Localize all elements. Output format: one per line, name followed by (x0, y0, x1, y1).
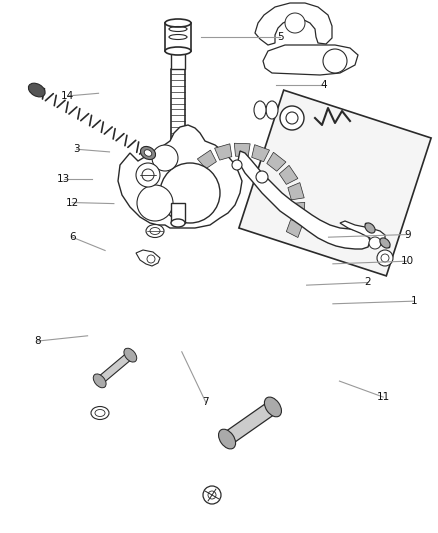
Ellipse shape (266, 101, 278, 119)
Polygon shape (286, 220, 304, 238)
Text: 6: 6 (69, 232, 76, 242)
Text: 5: 5 (277, 33, 284, 42)
Circle shape (381, 254, 389, 262)
Ellipse shape (141, 147, 155, 159)
Text: 10: 10 (401, 256, 414, 266)
Ellipse shape (254, 101, 266, 119)
Circle shape (137, 185, 173, 221)
Ellipse shape (171, 219, 185, 227)
Circle shape (136, 163, 160, 187)
Text: 1: 1 (410, 296, 417, 306)
Circle shape (152, 145, 178, 171)
Circle shape (285, 13, 305, 33)
Polygon shape (136, 250, 160, 266)
Ellipse shape (219, 429, 236, 449)
Ellipse shape (150, 228, 160, 235)
Ellipse shape (165, 47, 191, 55)
Circle shape (232, 160, 242, 170)
Circle shape (142, 169, 154, 181)
Circle shape (286, 112, 298, 124)
Ellipse shape (380, 238, 390, 248)
Polygon shape (238, 151, 370, 249)
Circle shape (208, 491, 216, 499)
Circle shape (377, 250, 393, 266)
Text: 14: 14 (61, 91, 74, 101)
Circle shape (160, 163, 220, 223)
Text: 3: 3 (73, 144, 80, 154)
Circle shape (280, 106, 304, 130)
Ellipse shape (95, 409, 105, 416)
Polygon shape (267, 152, 286, 171)
Ellipse shape (165, 19, 191, 27)
Polygon shape (288, 183, 304, 200)
Polygon shape (223, 401, 277, 445)
Text: 8: 8 (34, 336, 41, 346)
Polygon shape (118, 125, 242, 228)
Text: 4: 4 (321, 80, 328, 90)
Text: 12: 12 (66, 198, 79, 207)
Polygon shape (279, 165, 298, 184)
Polygon shape (291, 203, 305, 218)
Ellipse shape (93, 374, 106, 388)
Bar (165, 23, 191, 51)
Ellipse shape (144, 150, 152, 156)
Polygon shape (198, 150, 216, 169)
Polygon shape (263, 45, 358, 75)
Text: 2: 2 (364, 278, 371, 287)
Circle shape (203, 486, 221, 504)
Circle shape (147, 255, 155, 263)
Polygon shape (239, 90, 431, 276)
Text: 9: 9 (404, 230, 411, 239)
Ellipse shape (28, 83, 45, 97)
Text: 11: 11 (377, 392, 390, 402)
Circle shape (369, 237, 381, 249)
Bar (171, 203, 185, 223)
Circle shape (256, 171, 268, 183)
Ellipse shape (124, 348, 137, 362)
Ellipse shape (146, 224, 164, 238)
Polygon shape (97, 352, 133, 384)
Polygon shape (252, 144, 269, 161)
Bar (171, 51, 185, 69)
Ellipse shape (365, 223, 375, 233)
Text: 13: 13 (57, 174, 70, 183)
Polygon shape (340, 221, 385, 248)
Text: 7: 7 (202, 398, 209, 407)
Polygon shape (215, 144, 232, 160)
Polygon shape (255, 3, 332, 45)
Circle shape (323, 49, 347, 73)
Ellipse shape (265, 397, 282, 417)
Polygon shape (234, 143, 250, 157)
Ellipse shape (91, 407, 109, 419)
